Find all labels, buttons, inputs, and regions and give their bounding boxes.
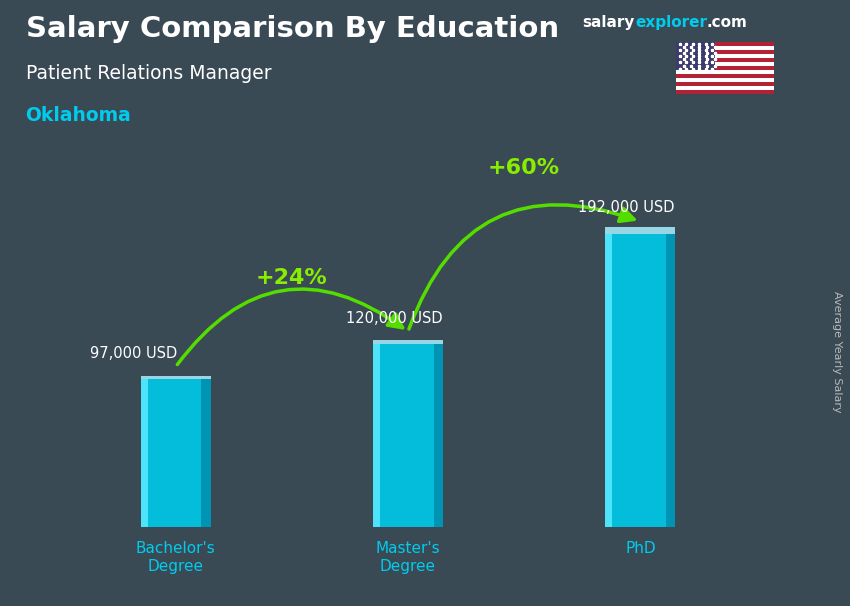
Bar xyxy=(141,379,211,527)
Text: Average Yearly Salary: Average Yearly Salary xyxy=(832,291,842,412)
Bar xyxy=(676,50,774,55)
Bar xyxy=(676,42,715,70)
Bar xyxy=(676,42,774,47)
Bar xyxy=(373,340,443,344)
Bar xyxy=(676,78,774,82)
Text: 97,000 USD: 97,000 USD xyxy=(90,345,178,361)
Text: Oklahoma: Oklahoma xyxy=(26,106,131,125)
Text: +60%: +60% xyxy=(488,158,560,178)
Bar xyxy=(676,86,774,90)
Bar xyxy=(201,379,211,527)
Bar xyxy=(676,70,774,74)
Bar xyxy=(373,344,443,527)
Bar xyxy=(676,90,774,94)
Bar xyxy=(373,344,380,527)
Text: 192,000 USD: 192,000 USD xyxy=(578,201,675,216)
Bar xyxy=(141,376,211,379)
Bar xyxy=(676,58,774,62)
Text: +24%: +24% xyxy=(256,268,328,288)
Bar xyxy=(141,379,148,527)
Text: explorer: explorer xyxy=(636,15,708,30)
Bar xyxy=(676,55,774,58)
Text: Patient Relations Manager: Patient Relations Manager xyxy=(26,64,271,82)
Bar xyxy=(676,74,774,78)
Bar xyxy=(666,234,675,527)
Text: 120,000 USD: 120,000 USD xyxy=(346,310,442,325)
Text: salary: salary xyxy=(582,15,635,30)
Bar xyxy=(676,82,774,86)
Bar xyxy=(605,234,613,527)
Text: .com: .com xyxy=(706,15,747,30)
Bar xyxy=(605,234,675,527)
Bar xyxy=(434,344,443,527)
Text: Salary Comparison By Education: Salary Comparison By Education xyxy=(26,15,558,43)
Bar xyxy=(676,47,774,50)
Bar xyxy=(605,227,675,234)
Bar xyxy=(676,62,774,66)
Bar xyxy=(676,66,774,70)
